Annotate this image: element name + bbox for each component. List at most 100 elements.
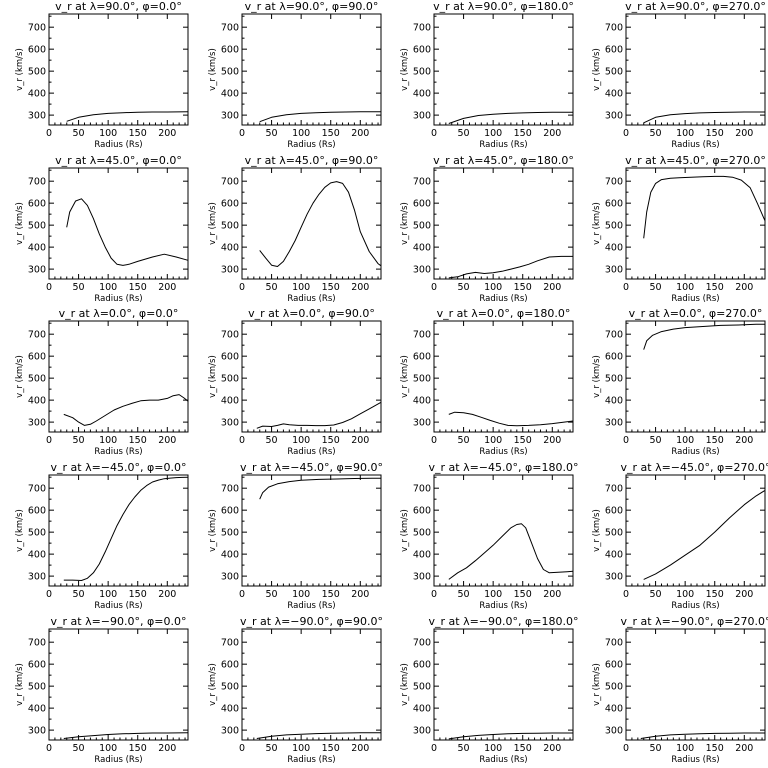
y-axis-label: v_r (km/s) bbox=[400, 48, 410, 91]
x-tick-label: 200 bbox=[735, 743, 753, 754]
chart-title: v_r at λ=−90.0°, φ=180.0° bbox=[429, 615, 579, 628]
plot-frame bbox=[433, 320, 574, 433]
x-tick-label: 0 bbox=[431, 435, 437, 446]
x-tick-label: 50 bbox=[458, 128, 470, 139]
chart-panel: v_r at λ=45.0°, φ=180.0° 0 50 100 150 200 300 4… bbox=[400, 154, 574, 304]
y-axis-label: v_r (km/s) bbox=[400, 202, 410, 245]
chart-panel: v_r at λ=45.0°, φ=90.0° 0 50 100 150 200 300 40… bbox=[208, 154, 382, 304]
chart-title: v_r at λ=0.0°, φ=180.0° bbox=[437, 307, 571, 320]
x-tick-label: 200 bbox=[158, 282, 176, 293]
x-tick-label: 200 bbox=[158, 128, 176, 139]
plot-frame bbox=[625, 167, 766, 280]
chart-title: v_r at λ=−90.0°, φ=90.0° bbox=[240, 615, 383, 628]
series-line bbox=[643, 111, 765, 124]
x-axis-label: Radius (Rs) bbox=[287, 140, 335, 150]
y-tick-label: 400 bbox=[221, 704, 239, 715]
x-axis-label: Radius (Rs) bbox=[671, 447, 719, 457]
x-tick-label: 0 bbox=[46, 589, 52, 600]
y-tick-label: 600 bbox=[413, 352, 431, 363]
x-axis-label: Radius (Rs) bbox=[94, 447, 142, 457]
y-tick-label: 300 bbox=[413, 111, 431, 122]
y-tick-label: 500 bbox=[28, 528, 46, 539]
plot-frame bbox=[625, 628, 766, 741]
chart-title: v_r at λ=0.0°, φ=90.0° bbox=[248, 307, 375, 320]
series-line bbox=[640, 732, 765, 739]
y-axis-label: v_r (km/s) bbox=[208, 202, 218, 245]
plot-frame bbox=[48, 628, 189, 741]
y-tick-label: 700 bbox=[221, 638, 239, 649]
x-tick-label: 150 bbox=[706, 435, 724, 446]
plot-frame bbox=[48, 320, 189, 433]
chart-panel: v_r at λ=45.0°, φ=270.0° 0 50 100 150 200 300 4… bbox=[592, 154, 766, 304]
x-axis-label: Radius (Rs) bbox=[287, 447, 335, 457]
x-tick-label: 0 bbox=[623, 128, 629, 139]
y-tick-label: 300 bbox=[221, 726, 239, 737]
x-tick-label: 0 bbox=[623, 435, 629, 446]
x-axis-label: Radius (Rs) bbox=[94, 294, 142, 304]
x-tick-label: 100 bbox=[99, 128, 117, 139]
y-tick-label: 400 bbox=[221, 550, 239, 561]
y-axis-label: v_r (km/s) bbox=[400, 355, 410, 398]
y-axis-label: v_r (km/s) bbox=[15, 663, 25, 706]
y-tick-label: 700 bbox=[605, 638, 623, 649]
y-tick-label: 500 bbox=[605, 221, 623, 232]
chart-panel: v_r at λ=−45.0°, φ=180.0° 0 50 100 150 200 300… bbox=[400, 461, 578, 611]
x-axis-label: Radius (Rs) bbox=[287, 601, 335, 611]
y-axis-label: v_r (km/s) bbox=[592, 48, 602, 91]
y-tick-label: 700 bbox=[221, 330, 239, 341]
y-tick-label: 700 bbox=[221, 23, 239, 34]
y-tick-label: 300 bbox=[413, 726, 431, 737]
y-tick-label: 700 bbox=[221, 484, 239, 495]
y-tick-label: 600 bbox=[28, 506, 46, 517]
x-tick-label: 200 bbox=[158, 589, 176, 600]
x-tick-label: 150 bbox=[129, 128, 147, 139]
y-tick-label: 400 bbox=[413, 396, 431, 407]
x-tick-label: 150 bbox=[129, 743, 147, 754]
plot-frame bbox=[625, 320, 766, 433]
x-tick-label: 150 bbox=[514, 743, 532, 754]
x-tick-label: 100 bbox=[676, 128, 694, 139]
y-tick-label: 600 bbox=[221, 660, 239, 671]
y-tick-label: 500 bbox=[413, 221, 431, 232]
x-tick-label: 0 bbox=[239, 128, 245, 139]
x-axis-label: Radius (Rs) bbox=[671, 140, 719, 150]
chart-title: v_r at λ=−90.0°, φ=270.0° bbox=[621, 615, 768, 628]
x-tick-label: 150 bbox=[706, 589, 724, 600]
x-axis-label: Radius (Rs) bbox=[94, 140, 142, 150]
y-tick-label: 600 bbox=[28, 45, 46, 56]
x-tick-label: 100 bbox=[292, 282, 310, 293]
x-axis-label: Radius (Rs) bbox=[287, 294, 335, 304]
chart-title: v_r at λ=90.0°, φ=90.0° bbox=[245, 0, 379, 13]
x-tick-label: 0 bbox=[431, 128, 437, 139]
y-tick-label: 700 bbox=[221, 177, 239, 188]
y-tick-label: 400 bbox=[605, 89, 623, 100]
x-tick-label: 150 bbox=[706, 128, 724, 139]
x-tick-label: 50 bbox=[458, 282, 470, 293]
series-line bbox=[66, 111, 189, 122]
y-tick-label: 300 bbox=[413, 265, 431, 276]
y-tick-label: 500 bbox=[605, 528, 623, 539]
plot-frame bbox=[48, 13, 189, 126]
x-tick-label: 150 bbox=[514, 589, 532, 600]
y-tick-label: 500 bbox=[413, 682, 431, 693]
chart-title: v_r at λ=45.0°, φ=90.0° bbox=[245, 154, 379, 167]
x-tick-label: 0 bbox=[623, 589, 629, 600]
y-tick-label: 300 bbox=[413, 572, 431, 583]
x-tick-label: 50 bbox=[650, 589, 662, 600]
x-tick-label: 0 bbox=[431, 743, 437, 754]
y-tick-label: 600 bbox=[221, 506, 239, 517]
y-tick-label: 600 bbox=[28, 352, 46, 363]
y-tick-label: 600 bbox=[221, 45, 239, 56]
y-tick-label: 300 bbox=[605, 726, 623, 737]
y-tick-label: 300 bbox=[28, 726, 46, 737]
x-tick-label: 100 bbox=[99, 282, 117, 293]
y-tick-label: 500 bbox=[28, 221, 46, 232]
x-tick-label: 200 bbox=[543, 743, 561, 754]
x-tick-label: 150 bbox=[706, 743, 724, 754]
x-tick-label: 0 bbox=[46, 743, 52, 754]
y-tick-label: 300 bbox=[221, 418, 239, 429]
plot-frame bbox=[241, 474, 382, 587]
x-tick-label: 100 bbox=[676, 589, 694, 600]
y-tick-label: 300 bbox=[28, 418, 46, 429]
